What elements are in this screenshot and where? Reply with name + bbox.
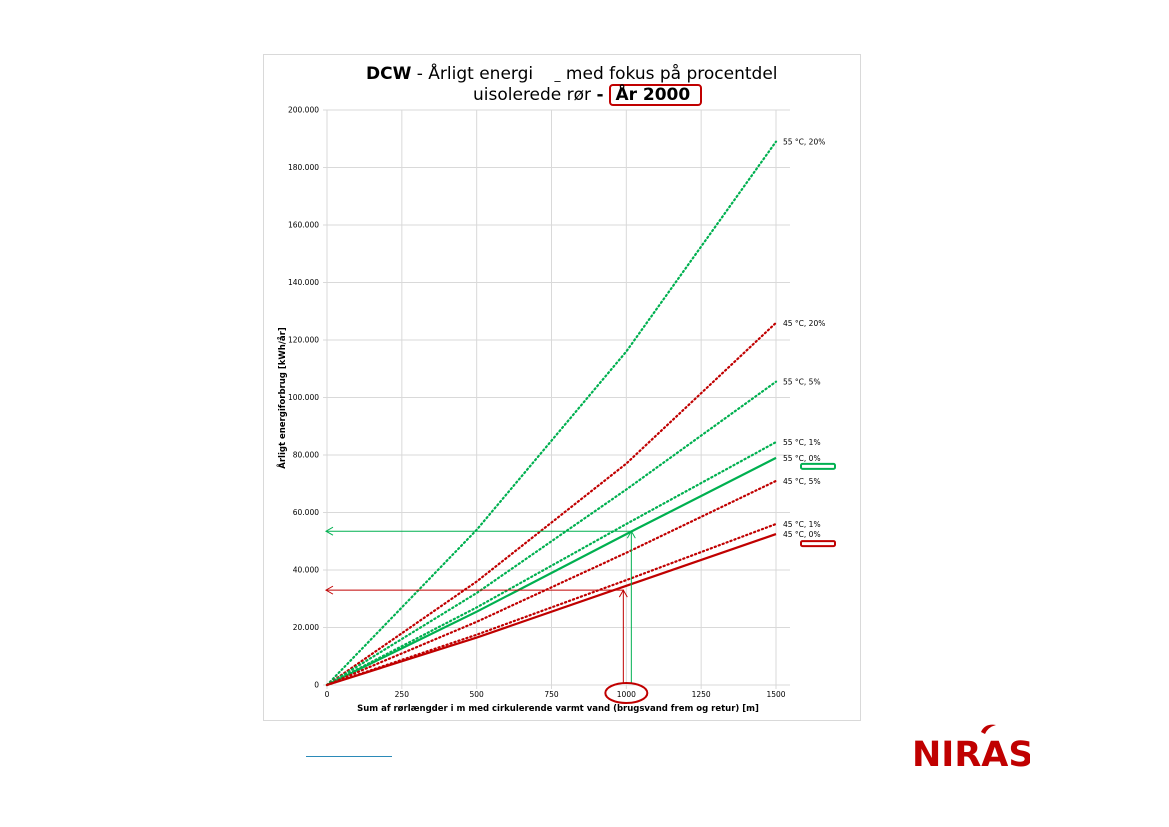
series-label: 45 °C, 20% (783, 319, 825, 328)
x-tick-label: 1500 (766, 690, 785, 699)
x-tick-highlight-ellipse (604, 682, 649, 704)
chart-axes: 0 250 500 750 1000 1250 1500 0 20.000 40.000 60.00… (288, 106, 786, 700)
y-tick-label: 100.000 (288, 393, 319, 402)
series-label: 45 °C, 0% (783, 530, 821, 539)
series-line (325, 479, 778, 687)
x-tick-label: 0 (325, 690, 330, 699)
y-tick-label: 0 (314, 681, 319, 690)
y-tick-label: 200.000 (288, 106, 319, 115)
chart-series (325, 140, 778, 687)
y-tick-label: 160.000 (288, 221, 319, 230)
series-label-highlight-box (800, 462, 836, 470)
y-axis-label: Årligt energiforbrug [kWh/år] (277, 327, 288, 469)
series-line (325, 140, 778, 687)
series-label: 55 °C, 5% (783, 378, 821, 387)
niras-logo-icon: NIRAS (912, 724, 1034, 775)
x-tick-label: 1000 (617, 690, 636, 699)
year-highlight-box: År 2000 (609, 84, 703, 106)
chart-title-prefix: DCW (366, 64, 412, 84)
series-label: 45 °C, 5% (783, 477, 821, 486)
series-line (326, 456, 777, 686)
series-line (325, 441, 778, 687)
series-line (326, 533, 777, 687)
link-underline[interactable] (306, 756, 392, 757)
x-tick-label: 500 (470, 690, 485, 699)
arrow-head (324, 585, 334, 595)
chart-frame (263, 54, 861, 721)
arrow-head (324, 526, 334, 536)
chart-title-dash: - (596, 85, 610, 105)
chart-title-line-2: uisolerede rør - År 2000 (473, 84, 703, 106)
chart-title-line-1: DCW - Årligt energi _ med fokus på proce… (366, 64, 778, 84)
y-tick-label: 60.000 (293, 508, 319, 517)
y-tick-label: 40.000 (293, 566, 319, 575)
x-tick-label: 250 (395, 690, 410, 699)
chart-title-end: med fokus på procentdel (560, 64, 778, 84)
niras-logo: NIRAS (912, 722, 1034, 776)
chart-title-marker: _ (554, 68, 561, 82)
chart-grid (323, 109, 790, 689)
niras-logo-text: NIRAS (912, 735, 1030, 772)
series-label-highlight-box (800, 540, 836, 548)
chart-title-line2-text: uisolerede rør (473, 85, 597, 105)
y-tick-label: 180.000 (288, 163, 319, 172)
x-axis-label: Sum af rørlængder i m med cirkulerende v… (357, 704, 759, 714)
series-line (325, 380, 778, 687)
chart-title-text: - Årligt energi (411, 64, 534, 84)
series-line (325, 522, 778, 687)
y-tick-label: 120.000 (288, 336, 319, 345)
series-label: 55 °C, 20% (783, 138, 825, 147)
chart-annotations (324, 462, 836, 704)
series-line (325, 321, 778, 687)
chart-series-labels: 55 °C, 20% 45 °C, 20% 55 °C, 5% 55 °C, 1% 55… (783, 138, 825, 539)
series-label: 55 °C, 1% (783, 438, 821, 447)
y-tick-label: 80.000 (293, 451, 319, 460)
series-label: 55 °C, 0% (783, 454, 821, 463)
y-tick-label: 140.000 (288, 278, 319, 287)
series-label: 45 °C, 1% (783, 520, 821, 529)
x-tick-label: 750 (544, 690, 559, 699)
y-tick-label: 20.000 (293, 623, 319, 632)
x-tick-label: 1250 (692, 690, 711, 699)
